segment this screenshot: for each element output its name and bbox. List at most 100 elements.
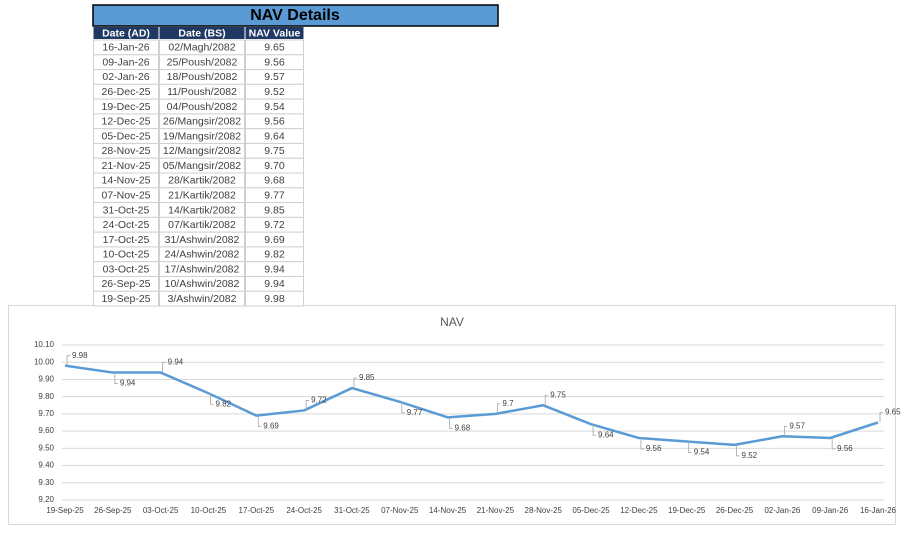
x-tick-label: 14-Nov-25 — [429, 506, 467, 515]
x-tick-label: 17-Oct-25 — [239, 506, 275, 515]
y-tick-label: 9.50 — [38, 443, 54, 452]
x-tick-label: 19-Sep-25 — [46, 506, 84, 515]
cell-text: 9.94 — [264, 278, 285, 290]
cell-text: 26-Sep-25 — [101, 278, 150, 290]
header-text: NAV Value — [249, 27, 301, 39]
x-tick-label: 24-Oct-25 — [286, 506, 322, 515]
cell-text: 05-Dec-25 — [101, 130, 150, 142]
cell-text: 11/Poush/2082 — [167, 86, 237, 98]
label-leader — [353, 377, 357, 389]
cell-text: 10-Oct-25 — [103, 249, 150, 261]
data-label: 9.56 — [646, 444, 662, 453]
header-cell — [245, 27, 304, 39]
cell-text: 19/Mangsir/2082 — [163, 130, 241, 142]
data-label: 9.69 — [263, 422, 279, 431]
cell-text: 9.72 — [264, 219, 285, 231]
x-tick-label: 26-Dec-25 — [716, 506, 754, 515]
data-label: 9.64 — [598, 430, 614, 439]
label-leader — [640, 438, 644, 450]
header-cell — [159, 27, 245, 39]
cell-text: 3/Ashwin/2082 — [168, 293, 237, 305]
data-label: 9.52 — [742, 451, 758, 460]
x-tick-label: 19-Dec-25 — [668, 506, 706, 515]
cell-text: 19-Sep-25 — [101, 293, 150, 305]
cell-text: 04/Poush/2082 — [167, 101, 238, 113]
x-tick-label: 09-Jan-26 — [812, 506, 849, 515]
cell-text: 9.56 — [264, 116, 285, 128]
x-tick-label: 12-Dec-25 — [620, 506, 658, 515]
data-label: 9.75 — [550, 390, 566, 399]
cell-text: 9.56 — [264, 56, 285, 68]
nav-line — [64, 364, 879, 447]
cell-text: 12/Mangsir/2082 — [163, 145, 241, 157]
cell-text: 9.65 — [264, 42, 285, 54]
cell-text: 17-Oct-25 — [103, 234, 150, 246]
label-leader — [544, 394, 549, 406]
label-leader — [879, 412, 883, 423]
cell-text: 18/Poush/2082 — [167, 71, 238, 83]
table-cell — [93, 290, 159, 307]
data-label: 9.98 — [72, 351, 88, 360]
label-leader — [736, 444, 740, 457]
cell-text: 12-Dec-25 — [101, 116, 150, 128]
cell-text: 9.64 — [264, 130, 285, 142]
header-text: Date (BS) — [178, 27, 225, 39]
header-cell — [93, 27, 159, 39]
table-cell — [159, 290, 245, 307]
label-leader — [257, 415, 262, 428]
cell-text: 21/Kartik/2082 — [168, 189, 236, 201]
x-tick-label: 07-Nov-25 — [381, 506, 419, 515]
label-leader — [162, 362, 166, 373]
cell-text: 9.54 — [264, 101, 285, 113]
y-tick-label: 9.70 — [38, 409, 54, 418]
cell-text: 09-Jan-26 — [102, 56, 149, 68]
cell-text: 9.68 — [264, 175, 285, 187]
x-tick-label: 16-Jan-26 — [860, 506, 897, 515]
label-leader — [401, 401, 405, 414]
label-leader — [114, 372, 118, 384]
label-leader — [783, 425, 788, 437]
cell-text: 16-Jan-26 — [102, 42, 149, 54]
cell-text: 31-Oct-25 — [103, 204, 150, 216]
cell-text: 05/Mangsir/2082 — [163, 160, 241, 172]
label-leader — [592, 424, 597, 436]
data-label: 9.57 — [789, 421, 805, 430]
data-label: 9.85 — [359, 373, 375, 382]
cell-text: 28-Nov-25 — [101, 145, 150, 157]
label-leader — [305, 400, 310, 411]
cell-text: 25/Poush/2082 — [167, 56, 238, 68]
cell-text: 9.94 — [264, 263, 285, 275]
cell-text: 9.98 — [264, 293, 285, 305]
label-leader — [831, 438, 836, 450]
cell-text: 9.77 — [264, 189, 285, 201]
y-tick-label: 9.90 — [38, 375, 54, 384]
cell-text: 9.69 — [264, 234, 285, 246]
cell-text: 10/Ashwin/2082 — [165, 278, 240, 290]
cell-text: 9.57 — [264, 71, 285, 83]
cell-text: 07/Kartik/2082 — [168, 219, 236, 231]
data-label: 9.94 — [168, 358, 184, 367]
label-leader — [66, 355, 70, 366]
y-tick-label: 9.30 — [38, 478, 54, 487]
cell-text: 14-Nov-25 — [101, 175, 150, 187]
cell-text: 9.85 — [264, 204, 285, 216]
x-tick-label: 02-Jan-26 — [764, 506, 801, 515]
cell-text: 03-Oct-25 — [103, 263, 150, 275]
x-tick-label: 28-Nov-25 — [525, 506, 563, 515]
data-label: 9.94 — [120, 379, 136, 388]
x-tick-label: 05-Dec-25 — [572, 506, 610, 515]
data-label: 9.56 — [837, 444, 853, 453]
cell-text: 02-Jan-26 — [102, 71, 149, 83]
cell-text: 9.82 — [264, 249, 285, 261]
y-tick-label: 9.40 — [38, 461, 54, 470]
cell-text: 9.70 — [264, 160, 285, 172]
cell-text: 14/Kartik/2082 — [168, 204, 236, 216]
y-tick-label: 9.80 — [38, 392, 54, 401]
x-tick-label: 26-Sep-25 — [94, 506, 132, 515]
x-tick-label: 31-Oct-25 — [334, 506, 370, 515]
table-title: NAV Details — [250, 7, 340, 24]
label-leader — [210, 393, 214, 405]
data-label: 9.68 — [455, 423, 471, 432]
